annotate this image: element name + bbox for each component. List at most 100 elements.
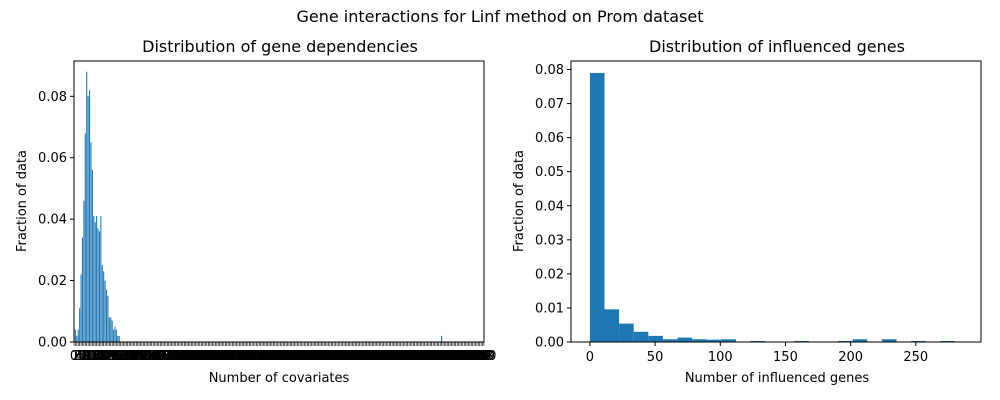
x-tick-label: 34 [114,349,131,364]
x-tick-label: 256 [424,349,449,364]
bar [103,271,105,342]
x-tick-label: 216 [367,349,392,364]
x-tick-label: 79 [177,349,194,364]
x-tick-label: 68 [162,349,179,364]
x-tick-label: 42 [125,349,142,364]
x-tick-label: 287 [467,349,492,364]
x-tick-label: 125 [238,349,263,364]
bar [604,309,620,342]
y-tick-label: 0.05 [535,165,564,180]
x-tick-label: 175 [309,349,334,364]
x-tick-label: 283 [462,349,487,364]
x-tick-label: 48 [134,349,151,364]
y-tick-label: 0.06 [38,151,67,166]
x-tick-label: 161 [289,349,314,364]
x-tick-label: 27 [104,349,121,364]
bar [98,231,100,342]
bar [692,339,707,342]
x-tick-label: 222 [375,349,400,364]
x-tick-label: 140 [260,349,285,364]
x-tick-label: 278 [455,349,480,364]
x-tick-label: 108 [214,349,239,364]
x-tick-label: 277 [453,349,478,364]
chart-1-frame [73,60,485,343]
x-tick-label: 36 [117,349,134,364]
x-tick-label: 129 [244,349,269,364]
x-tick-label: 116 [226,349,251,364]
x-tick-label: 215 [366,349,391,364]
x-tick-label: 96 [201,349,218,364]
x-tick-label: 78 [176,349,193,364]
x-tick-label: 102 [206,349,231,364]
x-tick-label: 200 [344,349,369,364]
x-tick-label: 137 [255,349,280,364]
x-tick-label: 265 [436,349,461,364]
x-tick-label: 270 [443,349,468,364]
bar [706,339,722,342]
bar [721,339,736,342]
bar [108,317,110,342]
x-tick-label: 41 [124,349,141,364]
bar [662,339,678,342]
x-tick-label: 156 [282,349,307,364]
x-tick-label: 21 [95,349,112,364]
bar [633,331,649,342]
x-tick-label: 211 [360,349,385,364]
x-tick-label: 167 [298,349,323,364]
y-tick-label: 0.08 [535,63,564,78]
bar [677,337,693,342]
x-tick-label: 32 [111,349,128,364]
x-tick-label: 186 [325,349,350,364]
x-tick-label: 6 [78,349,86,364]
x-tick-label: 26 [102,349,119,364]
x-tick-label: 235 [394,349,419,364]
x-tick-label: 181 [317,349,342,364]
x-tick-label: 73 [169,349,186,364]
x-tick-label: 212 [361,349,386,364]
x-tick-label: 262 [432,349,457,364]
x-tick-label: 126 [240,349,265,364]
x-tick-label: 217 [368,349,393,364]
x-tick-label: 128 [243,349,268,364]
x-tick-label: 219 [371,349,396,364]
x-tick-label: 66 [159,349,176,364]
chart-1-ylabel: Fraction of data [15,150,30,252]
x-tick-label: 72 [168,349,185,364]
x-tick-label: 207 [354,349,379,364]
x-tick-label: 114 [223,349,248,364]
bar [441,335,443,342]
x-tick-label: 100 [203,349,228,364]
x-tick-label: 166 [296,349,321,364]
x-tick-label: 200 [838,350,863,365]
x-tick-label: 8 [81,349,89,364]
x-tick-label: 285 [465,349,490,364]
x-tick-label: 67 [160,349,177,364]
x-tick-label: 152 [276,349,301,364]
bar [83,200,85,342]
x-tick-label: 209 [357,349,382,364]
x-tick-label: 20 [94,349,111,364]
chart-influenced-genes: Distribution of influenced genes Number … [512,37,982,386]
bar [101,265,103,342]
x-tick-label: 7 [80,349,88,364]
x-tick-label: 180 [316,349,341,364]
x-tick-label: 157 [284,349,309,364]
x-tick-label: 254 [421,349,446,364]
x-tick-label: 289 [470,349,495,364]
x-tick-label: 218 [370,349,395,364]
x-tick-label: 4 [76,349,84,364]
x-tick-label: 28 [105,349,122,364]
x-tick-label: 246 [409,349,434,364]
x-tick-label: 83 [183,349,200,364]
x-tick-label: 11 [81,349,98,364]
x-tick-label: 130 [245,349,270,364]
chart-1-y-ticks: 0.00 0.02 0.04 0.06 0.08 [38,90,74,351]
bar [110,317,112,342]
x-tick-label: 252 [418,349,443,364]
x-tick-label: 146 [268,349,293,364]
x-tick-label: 16 [88,349,105,364]
x-tick-label: 204 [350,349,375,364]
x-tick-label: 233 [391,349,416,364]
x-tick-label: 118 [228,349,253,364]
x-tick-label: 124 [237,349,262,364]
